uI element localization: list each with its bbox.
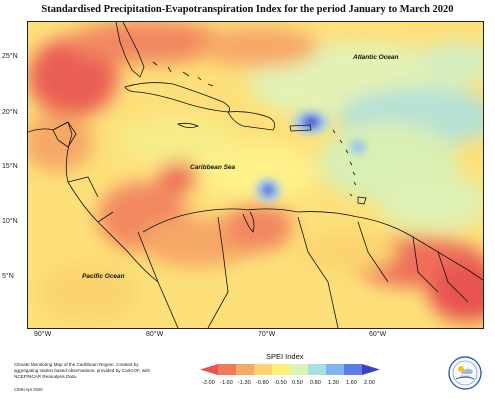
spei-field — [28, 22, 483, 322]
legend-tick-label: -0.50 — [274, 380, 287, 386]
legend-swatch — [326, 364, 345, 375]
lat-label-10: 10°N — [2, 218, 18, 225]
label-caribbean-sea: Caribbean Sea — [190, 164, 236, 171]
legend-title: SPEI Index — [266, 352, 304, 361]
legend-tick-label: 0.50 — [292, 380, 303, 386]
map-title: Standardised Precipitation-Evapotranspir… — [41, 4, 454, 15]
label-atlantic-ocean: Atlantic Ocean — [353, 54, 399, 61]
lon-label-70: 70°W — [258, 331, 276, 338]
lat-label-25: 25°N — [2, 53, 18, 60]
legend-tick-label: -1.30 — [238, 380, 251, 386]
legend-swatch — [362, 364, 380, 375]
legend-tick-label: 1.60 — [346, 380, 357, 386]
label-pacific-ocean: Pacific Ocean — [82, 273, 125, 280]
legend-tick-label: -0.80 — [256, 380, 269, 386]
legend-tick-label: -1.60 — [220, 380, 233, 386]
legend-swatch — [200, 364, 218, 375]
legend-swatch — [344, 364, 363, 375]
wet-spots — [255, 110, 366, 202]
lon-label-60: 60°W — [369, 331, 387, 338]
lat-label-20: 20°N — [2, 109, 18, 116]
credit-year: CIMH Apr 2020 — [14, 387, 43, 392]
lat-label-15: 15°N — [2, 163, 18, 170]
legend-swatch — [254, 364, 273, 375]
coastlines — [28, 22, 483, 328]
legend-colorbar — [200, 364, 380, 375]
svg-text:CIMH: CIMH — [460, 375, 470, 379]
legend-tick-label: 0.80 — [310, 380, 321, 386]
legend-swatch — [308, 364, 327, 375]
lon-label-80: 80°W — [146, 331, 164, 338]
map-area — [27, 21, 484, 329]
cimh-logo: CIMH — [448, 356, 482, 390]
legend-swatch — [236, 364, 255, 375]
legend-swatch — [290, 364, 309, 375]
lon-label-90: 90°W — [34, 331, 52, 338]
spei-map — [28, 22, 483, 328]
credit-text: Climate Monitoring Map of the Caribbean … — [14, 362, 151, 379]
legend-tick-label: 1.30 — [328, 380, 339, 386]
legend-swatch — [218, 364, 237, 375]
legend-tick-label: 2.00 — [364, 380, 375, 386]
lat-label-5: 5°N — [2, 273, 14, 280]
legend-swatch — [272, 364, 291, 375]
legend-tick-label: -2.00 — [202, 380, 215, 386]
